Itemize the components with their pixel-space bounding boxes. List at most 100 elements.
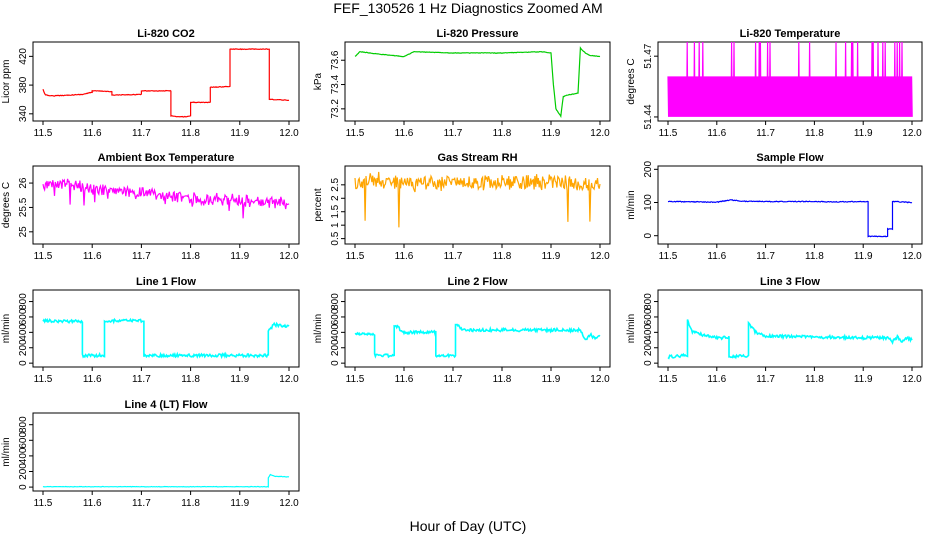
x-tick-label: 11.7: [756, 128, 775, 139]
x-tick-label: 11.6: [395, 128, 414, 139]
x-tick-label: 11.9: [854, 251, 873, 262]
panel-li-820-temperature: Li-820 Temperature degrees C 11.5 11.6 11.7 1…: [626, 28, 923, 139]
panel-frame: [657, 41, 923, 122]
y-tick-label: 73.4: [330, 74, 341, 94]
x-tick-label: 12.0: [902, 251, 922, 262]
x-tick-label: 11.9: [230, 374, 249, 385]
x-tick-label: 11.7: [444, 251, 463, 262]
y-tick-label: 600: [18, 432, 29, 449]
x-tick-label: 11.7: [756, 251, 775, 262]
x-tick-label: 11.5: [34, 251, 53, 262]
y-tick-label: 0: [18, 360, 29, 366]
x-tick-label: 12.0: [279, 374, 299, 385]
x-tick-label: 11.8: [181, 498, 200, 509]
panel-title: Sample Flow: [756, 152, 824, 164]
x-tick-label: 11.5: [659, 251, 678, 262]
x-tick-label: 11.8: [493, 251, 512, 262]
x-tick-label: 11.9: [542, 128, 561, 139]
x-tick-label: 11.9: [230, 498, 249, 509]
x-tick-label: 11.9: [542, 251, 561, 262]
series-line-line-4-lt-flow: [42, 473, 290, 488]
x-tick-label: 11.5: [34, 128, 53, 139]
panel-ylabel: ml/min: [1, 314, 12, 343]
panel-line-2-flow: Line 2 Flow ml/min 11.5 11.6 11.7 11.8 11.9 12.…: [313, 276, 611, 385]
y-tick-label: 400: [18, 324, 29, 341]
x-tick-label: 11.8: [493, 128, 512, 139]
panel-title: Line 1 Flow: [136, 276, 196, 288]
x-tick-label: 11.9: [230, 251, 249, 262]
panel-title: Li-820 Pressure: [437, 28, 519, 40]
x-tick-label: 11.6: [83, 498, 102, 509]
x-tick-label: 11.7: [756, 374, 775, 385]
panel-frame: [32, 165, 300, 245]
x-tick-label: 12.0: [279, 128, 299, 139]
x-tick-label: 11.7: [132, 251, 151, 262]
x-tick-label: 11.5: [34, 374, 53, 385]
panel-frame: [32, 289, 300, 368]
x-tick-label: 11.9: [854, 128, 873, 139]
x-tick-label: 11.9: [854, 374, 873, 385]
panel-line-1-flow: Line 1 Flow ml/min 11.5 11.6 11.7 11.8 11.9 12.…: [1, 276, 300, 385]
y-tick-label: 600: [18, 308, 29, 325]
series-line-line-3-flow: [667, 319, 913, 360]
y-tick-label: 25.5: [18, 197, 29, 217]
series-line-ambient-box-temperature: [42, 178, 290, 219]
panel-frame: [32, 41, 300, 122]
y-tick-label: 51.47: [643, 43, 654, 68]
panel-title: Li-820 Temperature: [740, 28, 841, 40]
y-tick-label: 340: [18, 105, 29, 122]
y-tick-label: 400: [330, 324, 341, 341]
series-line-li-820-co2: [42, 48, 290, 118]
panel-ylabel: Licor ppm: [1, 60, 12, 104]
y-tick-label: 200: [643, 161, 654, 178]
panel-title: Line 3 Flow: [760, 276, 820, 288]
y-tick-label: 51.44: [643, 104, 654, 129]
x-tick-label: 11.8: [181, 251, 200, 262]
series-line-li-820-pressure: [354, 46, 601, 119]
y-tick-label: 0: [18, 484, 29, 490]
panel-li-820-co2: Li-820 CO2 Licor ppm 11.5 11.6 11.7 11.8 11.9 1…: [1, 28, 300, 139]
x-tick-label: 12.0: [590, 251, 610, 262]
y-tick-label: 2: [330, 195, 341, 201]
x-tick-label: 11.6: [707, 128, 726, 139]
y-tick-label: 380: [18, 76, 29, 93]
x-tick-label: 11.5: [34, 498, 53, 509]
x-tick-label: 11.6: [395, 251, 414, 262]
x-tick-label: 11.5: [659, 374, 678, 385]
x-tick-label: 11.6: [395, 374, 414, 385]
y-tick-label: 73.6: [330, 50, 341, 70]
x-tick-label: 11.5: [346, 374, 365, 385]
y-tick-label: 800: [18, 293, 29, 310]
panel-frame: [344, 289, 611, 368]
figure-xlabel: Hour of Day (UTC): [410, 518, 527, 534]
x-tick-label: 11.8: [181, 128, 200, 139]
panel-frame: [657, 165, 923, 245]
x-tick-label: 11.5: [346, 128, 365, 139]
y-tick-label: 400: [643, 324, 654, 341]
y-tick-label: 400: [18, 447, 29, 464]
x-tick-label: 11.8: [805, 251, 824, 262]
x-tick-label: 11.6: [83, 128, 102, 139]
x-tick-label: 11.5: [659, 128, 678, 139]
panel-ylabel: degrees C: [1, 182, 12, 228]
panel-frame: [344, 165, 611, 245]
panel-ylabel: degrees C: [626, 58, 637, 104]
x-tick-label: 12.0: [590, 128, 610, 139]
y-tick-label: 420: [18, 48, 29, 65]
x-tick-label: 11.8: [805, 128, 824, 139]
y-tick-label: 800: [330, 293, 341, 310]
x-tick-label: 12.0: [902, 128, 922, 139]
x-tick-label: 11.9: [230, 128, 249, 139]
panel-ylabel: kPa: [313, 72, 324, 90]
y-tick-label: 1: [330, 222, 341, 228]
y-tick-label: 26: [18, 177, 29, 189]
y-tick-label: 800: [643, 293, 654, 310]
panel-ylabel: ml/min: [313, 314, 324, 343]
x-tick-label: 11.7: [444, 128, 463, 139]
series-line-sample-flow: [667, 199, 913, 238]
x-tick-label: 11.8: [805, 374, 824, 385]
x-tick-label: 11.8: [181, 374, 200, 385]
y-tick-label: 2.5: [330, 177, 341, 191]
